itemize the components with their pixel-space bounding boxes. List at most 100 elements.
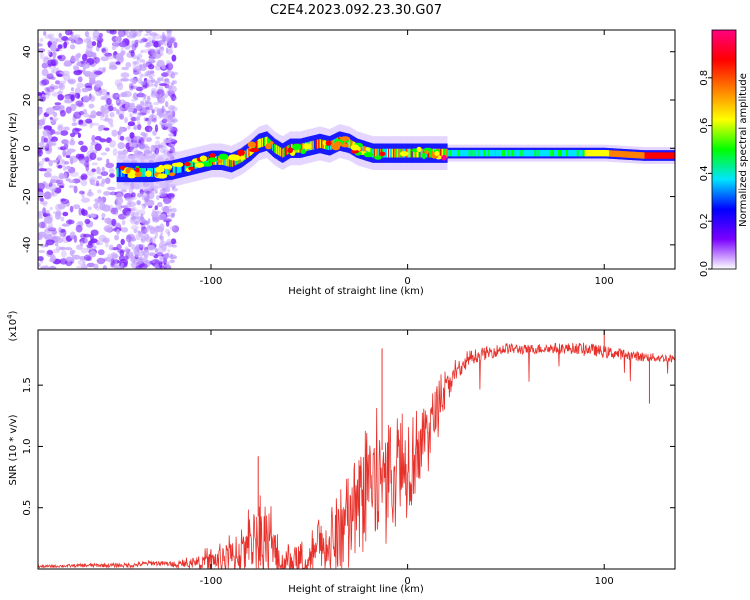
ridge-core bbox=[560, 150, 562, 157]
ridge-core bbox=[394, 148, 397, 158]
noise-blob bbox=[68, 184, 75, 189]
noise-blob bbox=[47, 59, 56, 66]
ridge-core bbox=[440, 148, 442, 158]
ridge-core bbox=[594, 150, 596, 157]
noise-blob bbox=[127, 200, 132, 205]
ridge-core bbox=[505, 150, 508, 157]
ridge-core bbox=[177, 164, 180, 173]
noise-blob bbox=[151, 50, 157, 57]
noise-blob bbox=[63, 203, 67, 208]
ridge-blob bbox=[216, 159, 223, 164]
spectrogram-x-axis-label: Height of straight line (km) bbox=[288, 286, 424, 297]
noise-blob bbox=[140, 191, 144, 197]
ridge-core bbox=[321, 139, 323, 149]
noise-blob bbox=[90, 238, 98, 244]
noise-blob bbox=[136, 199, 141, 206]
noise-blob bbox=[73, 111, 82, 119]
noise-blob bbox=[129, 78, 133, 83]
ridge-core bbox=[599, 150, 601, 157]
noise-blob bbox=[159, 46, 165, 52]
ridge-core bbox=[372, 148, 374, 158]
ridge-core bbox=[477, 150, 479, 157]
noise-blob bbox=[129, 132, 135, 139]
noise-blob bbox=[140, 81, 146, 86]
noise-blob bbox=[164, 243, 169, 246]
noise-blob bbox=[137, 105, 143, 109]
noise-blob bbox=[153, 101, 160, 106]
ridge-core bbox=[376, 148, 378, 158]
noise-blob bbox=[101, 48, 107, 53]
ridge-core bbox=[576, 150, 579, 157]
noise-blob bbox=[133, 86, 136, 90]
ridge-core bbox=[272, 142, 274, 151]
ridge-core bbox=[495, 150, 497, 157]
ridge-core bbox=[666, 152, 668, 159]
noise-blob bbox=[119, 249, 125, 257]
ridge-core bbox=[544, 150, 546, 157]
ridge-core bbox=[444, 148, 446, 158]
noise-blob bbox=[162, 109, 167, 112]
ridge-core bbox=[604, 150, 606, 157]
noise-blob bbox=[139, 59, 146, 63]
noise-blob bbox=[132, 126, 136, 130]
noise-blob bbox=[86, 262, 96, 268]
noise-blob bbox=[171, 207, 177, 213]
noise-blob bbox=[119, 126, 123, 134]
noise-blob bbox=[118, 109, 125, 117]
noise-blob bbox=[151, 90, 154, 95]
noise-blob bbox=[84, 254, 92, 261]
noise-blob bbox=[73, 34, 81, 39]
noise-blob bbox=[79, 256, 86, 261]
ridge-core bbox=[364, 146, 366, 156]
noise-blob bbox=[138, 231, 142, 234]
noise-blob bbox=[170, 72, 176, 79]
noise-blob bbox=[151, 83, 156, 87]
noise-blob bbox=[143, 202, 147, 208]
noise-blob bbox=[112, 40, 116, 46]
noise-blob bbox=[45, 87, 50, 95]
noise-blob bbox=[124, 102, 134, 110]
ridge-core bbox=[285, 146, 288, 156]
noise-blob bbox=[43, 172, 52, 178]
noise-blob bbox=[117, 30, 126, 37]
noise-blob bbox=[65, 256, 73, 262]
noise-blob bbox=[170, 106, 178, 112]
ridge-core bbox=[393, 148, 396, 158]
snr-x-tick-label: 100 bbox=[595, 576, 614, 587]
ridge-core bbox=[346, 138, 349, 148]
noise-blob bbox=[55, 210, 62, 216]
noise-blob bbox=[144, 79, 152, 83]
noise-blob bbox=[114, 234, 120, 241]
ridge-core bbox=[546, 150, 548, 157]
noise-blob bbox=[49, 116, 53, 120]
noise-blob bbox=[139, 151, 143, 154]
ridge-blob bbox=[184, 162, 191, 167]
noise-blob bbox=[44, 157, 50, 162]
noise-blob bbox=[125, 235, 132, 243]
noise-blob bbox=[43, 191, 52, 200]
ridge-core bbox=[463, 150, 466, 157]
ridge-core bbox=[570, 150, 573, 157]
noise-blob bbox=[62, 126, 70, 131]
noise-blob bbox=[169, 225, 176, 231]
ridge-blob bbox=[365, 147, 371, 151]
ridge-core bbox=[420, 148, 422, 158]
noise-blob bbox=[143, 78, 148, 83]
colorbar-tick-label: 0.0 bbox=[699, 261, 710, 277]
noise-blob bbox=[62, 211, 69, 217]
noise-blob bbox=[70, 55, 76, 63]
noise-blob bbox=[94, 143, 102, 151]
ridge-blob bbox=[125, 168, 131, 174]
ridge-core bbox=[279, 147, 282, 157]
ridge-core bbox=[525, 150, 528, 157]
noise-blob bbox=[141, 251, 146, 256]
noise-blob bbox=[75, 224, 83, 233]
ridge-core bbox=[416, 148, 419, 158]
noise-blob bbox=[63, 61, 72, 67]
noise-blob bbox=[67, 78, 76, 85]
ridge-core bbox=[634, 151, 637, 159]
noise-blob bbox=[58, 226, 62, 232]
noise-blob bbox=[116, 228, 120, 235]
ridge-core bbox=[588, 150, 591, 157]
ridge-core bbox=[549, 150, 551, 157]
